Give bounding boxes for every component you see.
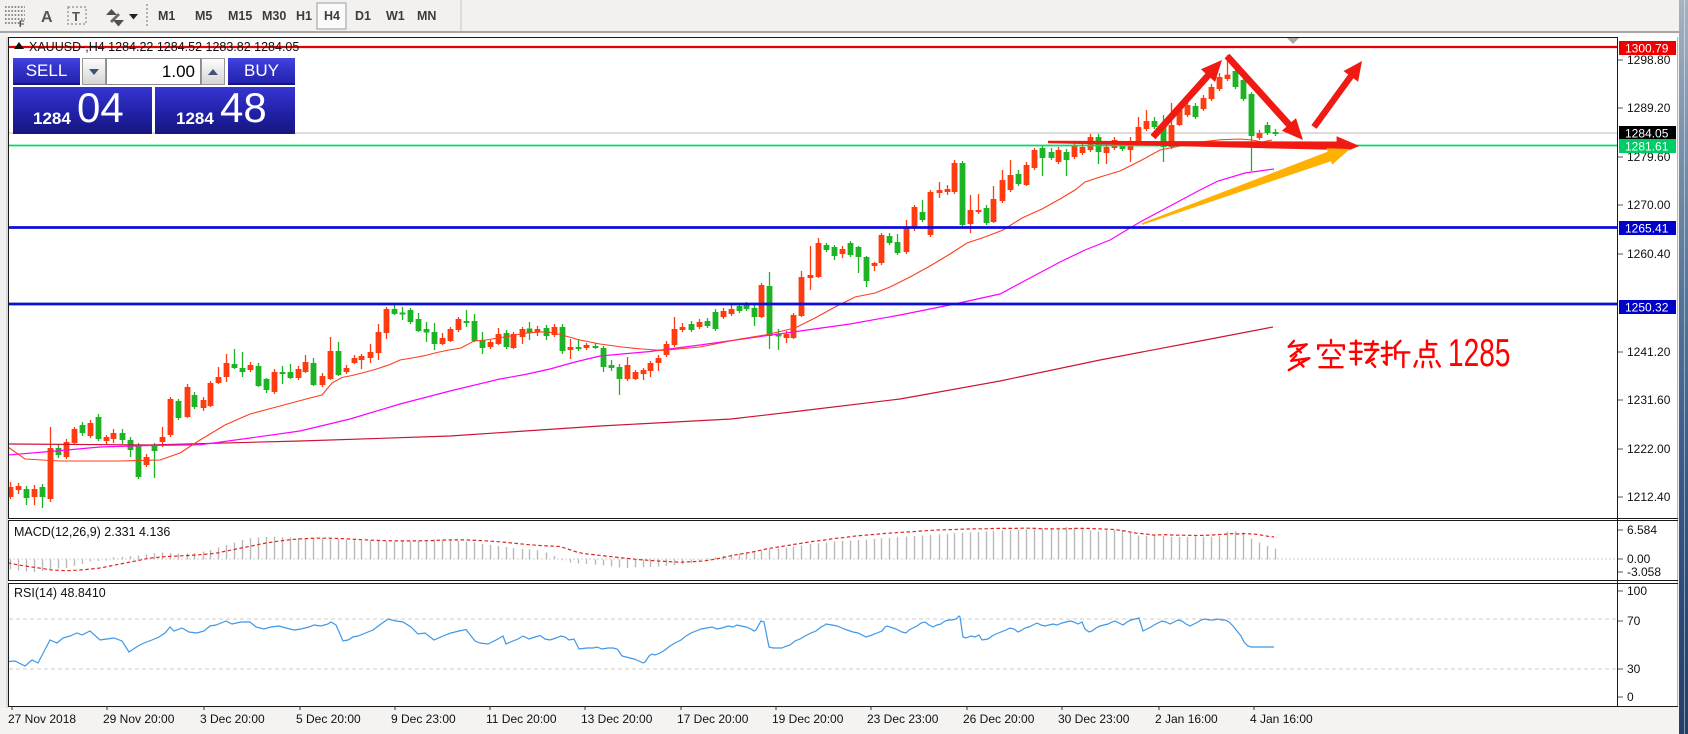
svg-text:MN: MN — [417, 9, 436, 23]
svg-text:19 Dec 20:00: 19 Dec 20:00 — [772, 712, 844, 726]
svg-text:13 Dec 20:00: 13 Dec 20:00 — [581, 712, 653, 726]
svg-text:1241.20: 1241.20 — [1627, 345, 1671, 359]
svg-text:29 Nov 20:00: 29 Nov 20:00 — [103, 712, 175, 726]
svg-text:1300.79: 1300.79 — [1625, 42, 1669, 56]
svg-text:100: 100 — [1627, 584, 1647, 598]
svg-text:1281.61: 1281.61 — [1625, 140, 1669, 154]
svg-text:D1: D1 — [355, 9, 371, 23]
svg-text:11 Dec 20:00: 11 Dec 20:00 — [486, 712, 557, 726]
svg-text:26 Dec 20:00: 26 Dec 20:00 — [963, 712, 1035, 726]
svg-text:RSI(14) 48.8410: RSI(14) 48.8410 — [14, 586, 106, 600]
svg-text:6.584: 6.584 — [1627, 523, 1657, 537]
svg-text:1270.00: 1270.00 — [1627, 198, 1671, 212]
svg-text:1285: 1285 — [1448, 332, 1510, 376]
svg-text:MACD(12,26,9) 2.331 4.136: MACD(12,26,9) 2.331 4.136 — [14, 525, 170, 539]
svg-text:M15: M15 — [228, 9, 252, 23]
svg-text:H4: H4 — [324, 9, 340, 23]
svg-text:3 Dec 20:00: 3 Dec 20:00 — [200, 712, 265, 726]
svg-text:XAUUSD-,H4 1284.22 1284.52 12: XAUUSD-,H4 1284.22 1284.52 1283.82 1284.… — [29, 40, 299, 54]
svg-text:-3.058: -3.058 — [1627, 565, 1661, 579]
svg-text:5 Dec 20:00: 5 Dec 20:00 — [296, 712, 361, 726]
svg-text:17 Dec 20:00: 17 Dec 20:00 — [677, 712, 749, 726]
svg-text:1279.60: 1279.60 — [1627, 150, 1671, 164]
svg-text:0: 0 — [1627, 690, 1634, 704]
svg-text:70: 70 — [1627, 614, 1641, 628]
svg-text:1250.32: 1250.32 — [1625, 301, 1669, 315]
svg-text:T: T — [72, 9, 80, 24]
svg-text:0.00: 0.00 — [1627, 552, 1651, 566]
svg-text:1222.00: 1222.00 — [1627, 442, 1671, 456]
svg-text:1284.05: 1284.05 — [1625, 127, 1669, 141]
svg-text:M30: M30 — [262, 9, 286, 23]
svg-text:27 Nov 2018: 27 Nov 2018 — [8, 712, 76, 726]
svg-text:23 Dec 23:00: 23 Dec 23:00 — [867, 712, 939, 726]
svg-text:1231.60: 1231.60 — [1627, 393, 1671, 407]
svg-text:W1: W1 — [386, 9, 405, 23]
svg-text:1265.41: 1265.41 — [1625, 222, 1669, 236]
svg-text:30 Dec 23:00: 30 Dec 23:00 — [1058, 712, 1130, 726]
svg-text:M5: M5 — [195, 9, 212, 23]
svg-text:1289.20: 1289.20 — [1627, 101, 1671, 115]
svg-text:1298.80: 1298.80 — [1627, 53, 1671, 67]
svg-text:H1: H1 — [296, 9, 312, 23]
svg-text:A: A — [41, 9, 53, 26]
svg-text:9 Dec 23:00: 9 Dec 23:00 — [391, 712, 456, 726]
svg-text:1212.40: 1212.40 — [1627, 490, 1671, 504]
svg-text:30: 30 — [1627, 662, 1641, 676]
svg-text:M1: M1 — [158, 9, 175, 23]
svg-text:F: F — [19, 19, 25, 29]
svg-text:1260.40: 1260.40 — [1627, 247, 1671, 261]
svg-text:4 Jan 16:00: 4 Jan 16:00 — [1250, 712, 1313, 726]
svg-text:2 Jan 16:00: 2 Jan 16:00 — [1155, 712, 1218, 726]
